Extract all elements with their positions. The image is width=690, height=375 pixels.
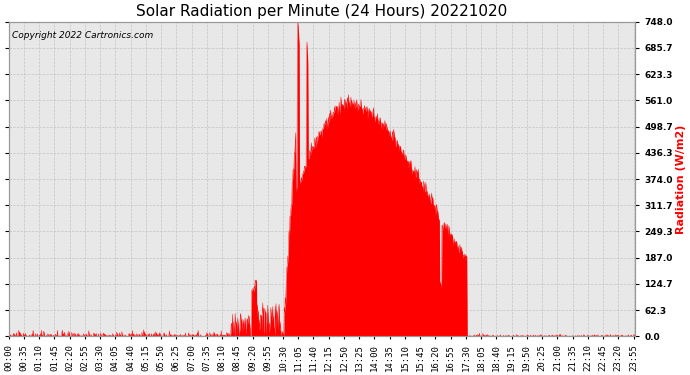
- Text: Copyright 2022 Cartronics.com: Copyright 2022 Cartronics.com: [12, 31, 153, 40]
- Y-axis label: Radiation (W/m2): Radiation (W/m2): [676, 124, 686, 234]
- Title: Solar Radiation per Minute (24 Hours) 20221020: Solar Radiation per Minute (24 Hours) 20…: [137, 4, 508, 19]
